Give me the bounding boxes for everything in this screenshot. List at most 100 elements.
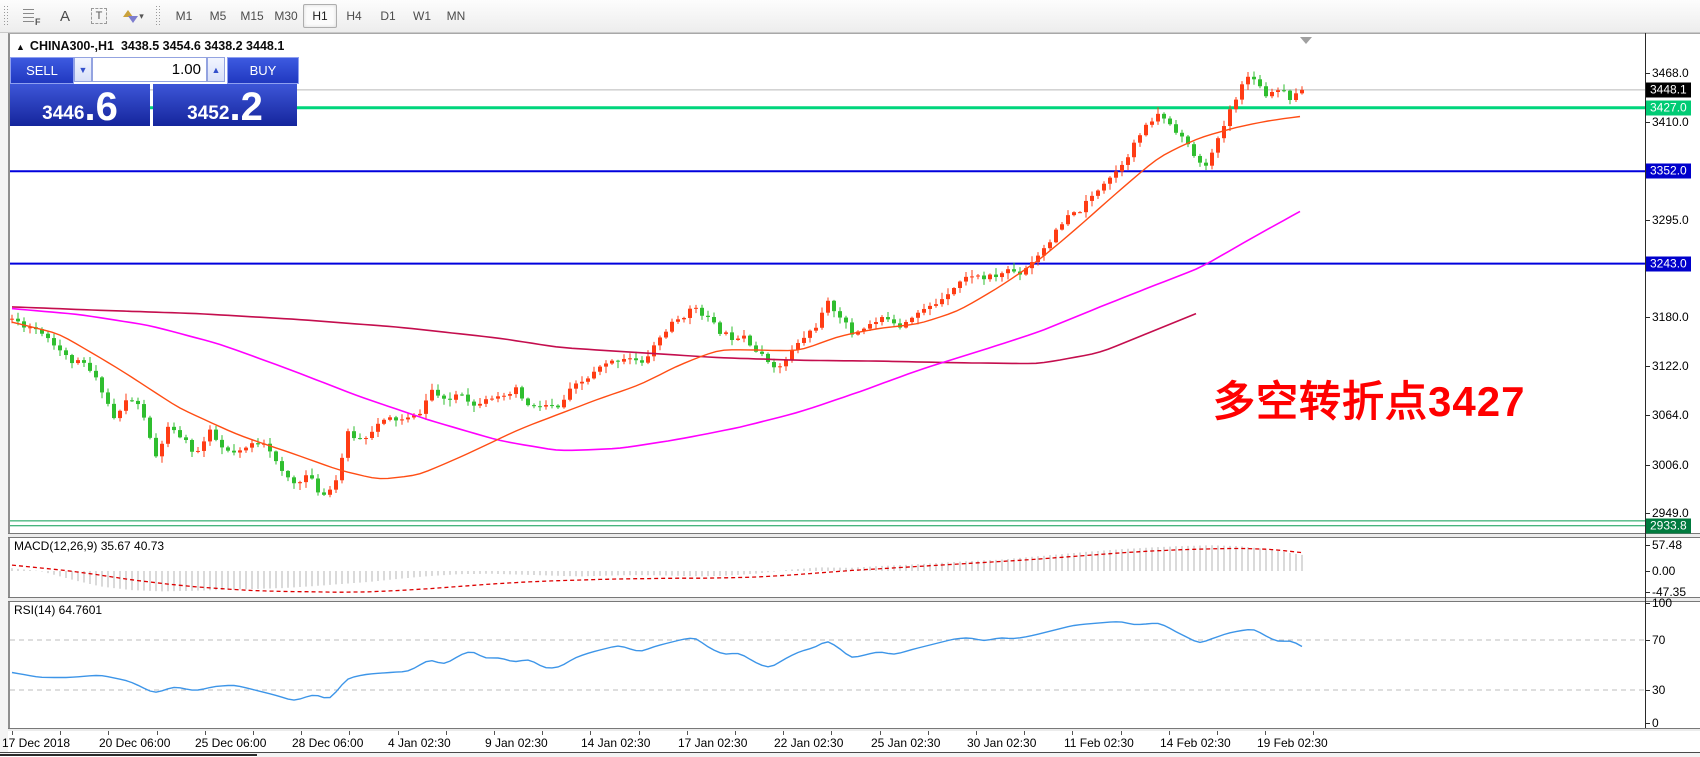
date-axis-tick: [542, 731, 543, 735]
date-axis-tick: [1169, 731, 1170, 735]
timeframe-button-w1[interactable]: W1: [413, 9, 431, 23]
buy-button[interactable]: BUY: [227, 57, 299, 84]
date-axis-tick: [60, 731, 61, 735]
rsi-indicator-canvas[interactable]: [10, 601, 1645, 728]
pane-separator-macd[interactable]: [8, 533, 1700, 538]
toolbar-drag-handle[interactable]: [3, 5, 10, 27]
date-axis-tick: [928, 731, 929, 735]
timeframe-button-h4[interactable]: H4: [346, 9, 362, 23]
volume-input[interactable]: 1.00: [92, 57, 207, 82]
rsi-label: RSI(14) 64.7601: [14, 603, 103, 617]
date-axis-tick: [1121, 731, 1122, 735]
timeframe-group: M1 M5 M15 M30 H1 H4 D1 W1 MN: [167, 4, 473, 28]
timeframe-button-m5[interactable]: M5: [209, 9, 227, 23]
collapse-panel-icon[interactable]: ▲: [16, 42, 25, 52]
sell-price-display[interactable]: 3446.6: [10, 84, 150, 129]
date-axis-label: 30 Jan 02:30: [967, 736, 1037, 750]
macd-label: MACD(12,26,9) 35.67 40.73: [14, 539, 165, 553]
timeframe-button-mn[interactable]: MN: [446, 9, 466, 23]
date-axis-tick: [1024, 731, 1025, 735]
rsi-tick-label: 70: [1644, 633, 1666, 647]
timeframe-button-m30[interactable]: M30: [274, 9, 298, 23]
date-axis-label: 25 Jan 02:30: [871, 736, 941, 750]
chevron-down-icon[interactable]: ▾: [139, 10, 144, 21]
date-axis-tick: [349, 731, 350, 735]
date-axis-tick: [783, 731, 784, 735]
macd-indicator-canvas[interactable]: [10, 537, 1645, 597]
volume-down-button[interactable]: ▼: [74, 57, 92, 82]
toolbar-separator-handle[interactable]: [155, 5, 162, 27]
price-tick-label: 3122.0: [1645, 359, 1689, 373]
date-axis-tick: [1313, 731, 1314, 735]
rsi-tick-label: 0: [1645, 716, 1659, 730]
buy-price-frac: .2: [229, 85, 263, 129]
chart-text-annotation: 多空转折点3427: [1213, 378, 1526, 425]
date-axis-tick: [12, 731, 13, 735]
date-axis-tick: [590, 731, 591, 735]
pane-separator-rsi[interactable]: [8, 597, 1700, 602]
text-tool-button[interactable]: A: [48, 3, 82, 29]
date-axis-tick: [108, 731, 109, 735]
date-axis-tick: [253, 731, 254, 735]
date-axis-label: 9 Jan 02:30: [485, 736, 548, 750]
timeframe-button-m15[interactable]: M15: [240, 9, 264, 23]
price-badge: 3352.0: [1646, 163, 1691, 179]
window-bottom-border: [0, 752, 1700, 753]
price-axis-line: [1645, 33, 1646, 728]
date-axis-tick: [1072, 731, 1073, 735]
price-badge: 3243.0: [1646, 256, 1691, 272]
date-axis-tick: [205, 731, 206, 735]
date-axis-label: 17 Jan 02:30: [678, 736, 748, 750]
timeframe-button-d1[interactable]: D1: [380, 9, 396, 23]
one-click-trading-panel: SELL ▼ 1.00 ▲ BUY 3446.6 3452.2: [10, 57, 299, 129]
sell-price-frac: .6: [84, 85, 118, 129]
price-badge: 2933.8: [1646, 518, 1691, 534]
sell-button[interactable]: SELL: [10, 57, 74, 84]
price-badge: 3448.1: [1646, 82, 1691, 98]
macd-tick-label: -47.35: [1644, 585, 1687, 599]
macd-tick-label: 0.00: [1644, 564, 1676, 578]
price-badge: 3427.0: [1646, 100, 1691, 116]
volume-down-icon: ▼: [78, 64, 88, 75]
rsi-tick-label: 30: [1644, 683, 1666, 697]
text-label-icon: T: [91, 8, 107, 24]
ohlc-readout: 3438.5 3454.6 3438.2 3448.1: [120, 39, 285, 53]
date-axis-tick: [446, 731, 447, 735]
date-axis-label: 4 Jan 02:30: [388, 736, 451, 750]
date-axis-label: 25 Dec 06:00: [195, 736, 267, 750]
date-axis-label: 19 Feb 02:30: [1257, 736, 1328, 750]
price-tick-label: 3410.0: [1645, 115, 1689, 129]
price-tick-label: 3006.0: [1645, 458, 1689, 472]
date-axis-tick: [1217, 731, 1218, 735]
date-axis-tick: [880, 731, 881, 735]
timeframe-button-h1[interactable]: H1: [303, 4, 337, 28]
buy-price-display[interactable]: 3452.2: [153, 84, 297, 129]
bottom-left-segment: [0, 754, 257, 757]
arrows-icon: [122, 9, 139, 23]
arrows-tool-button[interactable]: ▾: [116, 3, 150, 29]
sell-price-int: 3446: [42, 103, 85, 124]
date-axis-label: 20 Dec 06:00: [99, 736, 171, 750]
fibonacci-tool-button[interactable]: F: [14, 3, 48, 29]
symbol-period-label: CHINA300-,H1: [29, 39, 114, 53]
chart-title: ▲ CHINA300-,H1 3438.5 3454.6 3438.2 3448.…: [16, 39, 284, 53]
date-axis[interactable]: [8, 731, 1700, 752]
fibonacci-icon: F: [22, 8, 41, 27]
volume-up-button[interactable]: ▲: [207, 57, 225, 82]
date-axis-label: 28 Dec 06:00: [292, 736, 364, 750]
date-axis-tick: [301, 731, 302, 735]
toolbar: F A T ▾ M1 M5 M15 M30 H1 H4 D1 W1 MN: [0, 0, 1700, 33]
timeframe-button-m1[interactable]: M1: [175, 9, 193, 23]
date-axis-tick: [1265, 731, 1266, 735]
date-axis-tick: [687, 731, 688, 735]
rsi-tick-label: 100: [1644, 596, 1673, 610]
text-icon: A: [59, 7, 70, 25]
macd-tick-label: 57.48: [1644, 538, 1683, 552]
main-chart-canvas[interactable]: [10, 33, 1645, 533]
date-axis-tick: [157, 731, 158, 735]
price-tick-label: 3064.0: [1645, 408, 1689, 422]
price-tick-label: 3468.0: [1645, 66, 1689, 80]
price-tick-label: 2949.0: [1645, 506, 1689, 520]
text-label-tool-button[interactable]: T: [82, 3, 116, 29]
